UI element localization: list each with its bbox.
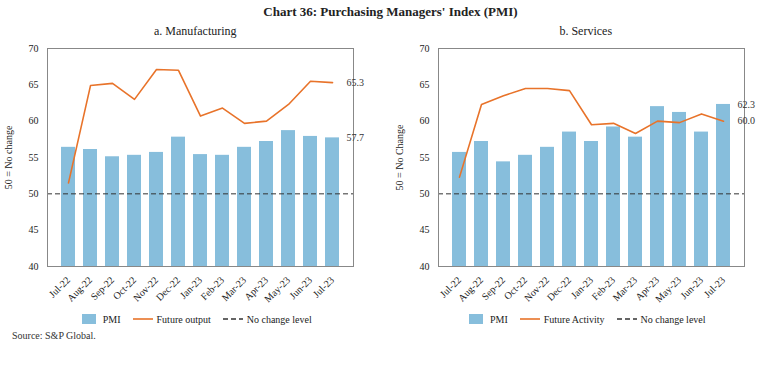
svg-text:40: 40 xyxy=(29,261,39,272)
svg-text:Jul-23: Jul-23 xyxy=(701,274,726,299)
html-text:b. Services: b. Services xyxy=(559,24,613,38)
svg-text:65: 65 xyxy=(29,79,39,90)
html-text:Future Activity: Future Activity xyxy=(543,313,605,325)
svg-text:May-23: May-23 xyxy=(262,274,292,304)
svg-text:Mar-23: Mar-23 xyxy=(610,274,639,303)
svg-text:Jun-23: Jun-23 xyxy=(678,274,705,301)
svg-text:65.3: 65.3 xyxy=(347,77,365,88)
svg-text:40: 40 xyxy=(419,261,429,272)
html-text:a. Manufacturing: a. Manufacturing xyxy=(153,24,237,38)
svg-text:Aug-22: Aug-22 xyxy=(456,274,485,303)
svg-text:50: 50 xyxy=(29,188,39,199)
html-text:PMI: PMI xyxy=(102,313,121,325)
svg-text:65: 65 xyxy=(419,79,429,90)
svg-text:Feb-23: Feb-23 xyxy=(589,274,617,302)
svg-text:60.0: 60.0 xyxy=(737,115,755,126)
html-text:Chart 36: Purchasing Managers': Chart 36: Purchasing Managers' Index (PM… xyxy=(263,4,518,19)
svg-text:Jun-23: Jun-23 xyxy=(287,274,314,301)
svg-text:Apr-23: Apr-23 xyxy=(242,274,271,303)
svg-text:Oct-22: Oct-22 xyxy=(111,274,139,302)
svg-text:50 = No Change: 50 = No Change xyxy=(393,124,404,190)
svg-text:Apr-23: Apr-23 xyxy=(632,274,661,303)
svg-text:Jul-23: Jul-23 xyxy=(311,274,336,299)
html-text:PMI: PMI xyxy=(489,313,508,325)
svg-text:Dec-22: Dec-22 xyxy=(544,274,573,303)
svg-text:Nov-22: Nov-22 xyxy=(522,274,551,303)
svg-text:Sep-22: Sep-22 xyxy=(479,274,507,302)
svg-text:60: 60 xyxy=(29,115,39,126)
svg-text:Jan-23: Jan-23 xyxy=(568,274,595,301)
svg-text:57.7: 57.7 xyxy=(347,132,365,143)
svg-text:60: 60 xyxy=(419,115,429,126)
svg-text:Dec-22: Dec-22 xyxy=(154,274,183,303)
svg-text:Oct-22: Oct-22 xyxy=(501,274,529,302)
svg-text:Aug-22: Aug-22 xyxy=(65,274,94,303)
svg-text:50: 50 xyxy=(419,188,429,199)
svg-text:Jan-23: Jan-23 xyxy=(177,274,205,301)
svg-text:Sep-22: Sep-22 xyxy=(89,274,117,302)
svg-text:Nov-22: Nov-22 xyxy=(131,274,160,303)
svg-text:70: 70 xyxy=(419,43,429,54)
svg-text:Jul-22: Jul-22 xyxy=(437,274,463,300)
html-text:Source: S&P Global.: Source: S&P Global. xyxy=(12,330,96,341)
html-text:No change level: No change level xyxy=(246,313,312,325)
svg-text:45: 45 xyxy=(29,224,39,235)
svg-text:55: 55 xyxy=(29,152,39,163)
svg-text:62.3: 62.3 xyxy=(737,99,755,110)
svg-text:Feb-23: Feb-23 xyxy=(198,274,227,302)
svg-text:50 = No change: 50 = No change xyxy=(3,125,14,189)
svg-text:55: 55 xyxy=(419,152,429,163)
svg-text:70: 70 xyxy=(29,43,39,54)
svg-text:May-23: May-23 xyxy=(653,274,683,304)
html-text:No change level: No change level xyxy=(640,313,706,325)
html-text:Future output: Future output xyxy=(156,313,211,325)
svg-text:Mar-23: Mar-23 xyxy=(220,274,249,303)
svg-text:Jul-22: Jul-22 xyxy=(47,274,73,300)
svg-text:45: 45 xyxy=(419,224,429,235)
